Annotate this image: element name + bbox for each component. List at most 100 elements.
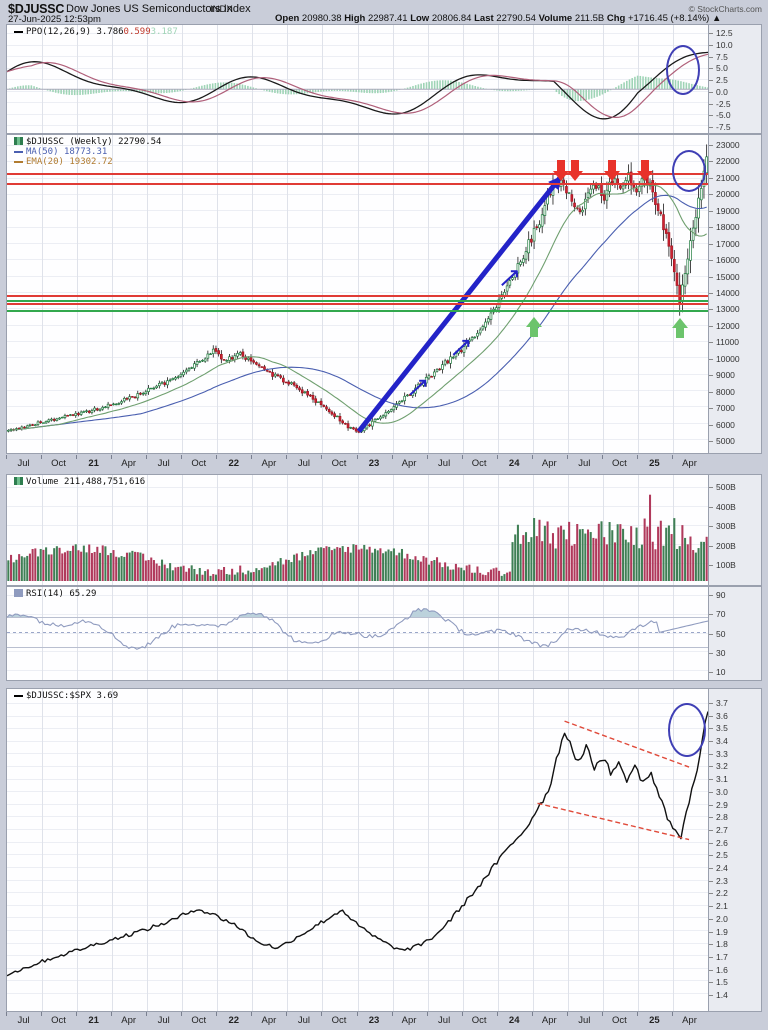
rsi-color-swatch	[14, 589, 23, 597]
quote-timestamp: 27-Jun-2025 12:53pm	[8, 14, 101, 25]
x-axis-label: Apr	[261, 458, 277, 469]
axis-tick: 100B	[716, 560, 736, 570]
axis-tick: 18000	[716, 222, 740, 233]
x-axis-label: Jul	[578, 1015, 591, 1026]
volume-value: 211.5B	[574, 13, 605, 24]
x-axis-label: Apr	[541, 1015, 557, 1026]
ppo-plot	[7, 25, 708, 133]
axis-tick: 3.3	[716, 748, 728, 759]
x-axis-label: Apr	[401, 458, 417, 469]
axis-tick: 2.3	[716, 875, 728, 886]
ratio-legend: $DJUSSC:$SPX 3.69	[14, 691, 118, 701]
axis-tick: 2.6	[716, 837, 728, 848]
axis-tick: 2.5	[716, 75, 728, 85]
axis-tick: 8000	[716, 386, 735, 397]
x-axis-label: Apr	[541, 458, 557, 469]
axis-tick: 11000	[716, 337, 740, 348]
axis-tick: 3.1	[716, 774, 728, 785]
candlestick-icon	[14, 137, 23, 145]
axis-tick: 15000	[716, 271, 740, 282]
high-value: 22987.41	[367, 13, 408, 24]
rsi-y-axis: 90 70 50 30 10	[708, 587, 761, 680]
change-arrow-icon: ▲	[711, 13, 722, 24]
axis-tick: -2.5	[716, 98, 731, 109]
price-legend-row-ema: EMA(20) 19302.72	[14, 157, 161, 167]
axis-tick: 0.0	[716, 86, 728, 97]
axis-tick: 500B	[716, 482, 736, 492]
axis-tick: 23000	[716, 140, 740, 150]
x-axis-label: Jul	[438, 458, 451, 469]
x-axis-label: Oct	[331, 1015, 347, 1026]
ppo-legend-name: PPO(12,26,9)	[26, 27, 92, 37]
ppo-panel[interactable]: 12.5 10.0 7.5 5.0 2.5 0.0 -2.5 -5.0 -7.5 PPO(12,…	[6, 24, 762, 134]
axis-tick: 1.5	[716, 977, 728, 988]
ppo-value-1: 3.786	[96, 27, 124, 37]
rsi-panel[interactable]: 90 70 50 30 10 RSI(14) 65.29	[6, 586, 762, 681]
price-legend-value: 22790.54	[118, 137, 162, 147]
axis-tick: 3.7	[716, 698, 728, 708]
axis-tick: 20000	[716, 189, 740, 200]
price-panel[interactable]: 23000 22000 21000 20000 19000 18000 17000 16000…	[6, 134, 762, 454]
axis-tick: 2.1	[716, 901, 728, 912]
horizontal-sr-line-annotation	[7, 303, 708, 306]
x-axis-label: Jul	[297, 1015, 310, 1026]
axis-tick: 300B	[716, 521, 736, 531]
x-axis-label: Oct	[611, 458, 627, 469]
axis-tick: 3.4	[716, 736, 728, 747]
x-axis-label: Jul	[17, 1015, 30, 1026]
horizontal-support-line-annotation	[7, 309, 708, 312]
x-axis-label: Apr	[682, 1015, 697, 1026]
ratio-panel[interactable]: 3.7 3.6 3.5 3.4 3.3 3.2 3.1 3.0 2.9 2.8 2.7 2.6 2.5 2…	[6, 688, 762, 1012]
axis-tick: 7000	[716, 403, 735, 414]
axis-tick: 22000	[716, 156, 740, 167]
x-axis-label: 22	[228, 458, 240, 469]
axis-tick: 2.5	[716, 850, 728, 861]
rsi-legend-value: 65.29	[69, 589, 97, 599]
change-label: Chg	[606, 13, 626, 24]
axis-tick: 3.0	[716, 786, 728, 797]
x-axis-label: 22	[228, 1015, 240, 1026]
rsi-legend: RSI(14) 65.29	[14, 589, 96, 599]
quote-line: Open 20980.38 High 22987.41 Low 20806.84…	[275, 13, 721, 24]
ppo-legend: PPO(12,26,9) 3.7860.5993.187	[14, 27, 178, 37]
x-axis-label: Jul	[297, 458, 310, 469]
axis-tick: 14000	[716, 288, 740, 298]
open-label: Open	[275, 13, 300, 24]
ma50-label: MA(50)	[26, 147, 59, 157]
axis-tick: 10	[716, 667, 726, 677]
volume-bars-icon	[14, 477, 23, 485]
low-label: Low	[410, 13, 430, 24]
ppo-value-2: 0.599	[123, 27, 151, 37]
horizontal-sr-line-annotation	[7, 295, 708, 298]
axis-tick: 90	[716, 590, 726, 600]
axis-tick: 50	[716, 628, 726, 639]
axis-tick: 12000	[716, 320, 740, 331]
axis-tick: 10.0	[716, 39, 733, 50]
x-axis-label: Apr	[261, 1015, 277, 1026]
axis-tick: 16000	[716, 255, 740, 266]
axis-tick: 5000	[716, 436, 735, 446]
high-label: High	[344, 13, 366, 24]
x-axis-label: Oct	[611, 1015, 627, 1026]
price-legend: $DJUSSC (Weekly) 22790.54 MA(50) 18773.3…	[14, 137, 161, 167]
ticker-name: Dow Jones US Semiconductors Index	[66, 3, 251, 15]
volume-panel[interactable]: 500B 400B 300B 200B 100B Volume 211,488,751,…	[6, 474, 762, 586]
ema20-label: EMA(20)	[26, 157, 64, 167]
ratio-legend-value: 3.69	[96, 691, 119, 701]
price-y-axis: 23000 22000 21000 20000 19000 18000 17000 16000…	[708, 135, 761, 453]
x-axis-label: Jul	[438, 1015, 451, 1026]
last-value: 22790.54	[496, 13, 536, 24]
x-axis-label: 25	[649, 458, 660, 469]
price-legend-row-main: $DJUSSC (Weekly) 22790.54	[14, 137, 161, 147]
price-breakout-ellipse-annotation	[672, 149, 706, 192]
ppo-y-axis: 12.5 10.0 7.5 5.0 2.5 0.0 -2.5 -5.0 -7.5	[708, 25, 761, 133]
x-axis-label: Oct	[191, 1015, 207, 1026]
axis-tick: 10000	[716, 353, 740, 364]
stockcharts-brand: © StockCharts.com	[688, 4, 762, 14]
ppo-breakout-ellipse-annotation	[666, 44, 700, 95]
ema20-color-swatch	[14, 160, 23, 163]
x-axis-label: 24	[508, 458, 520, 469]
axis-tick: 17000	[716, 238, 740, 249]
axis-tick: 3.5	[716, 723, 728, 734]
